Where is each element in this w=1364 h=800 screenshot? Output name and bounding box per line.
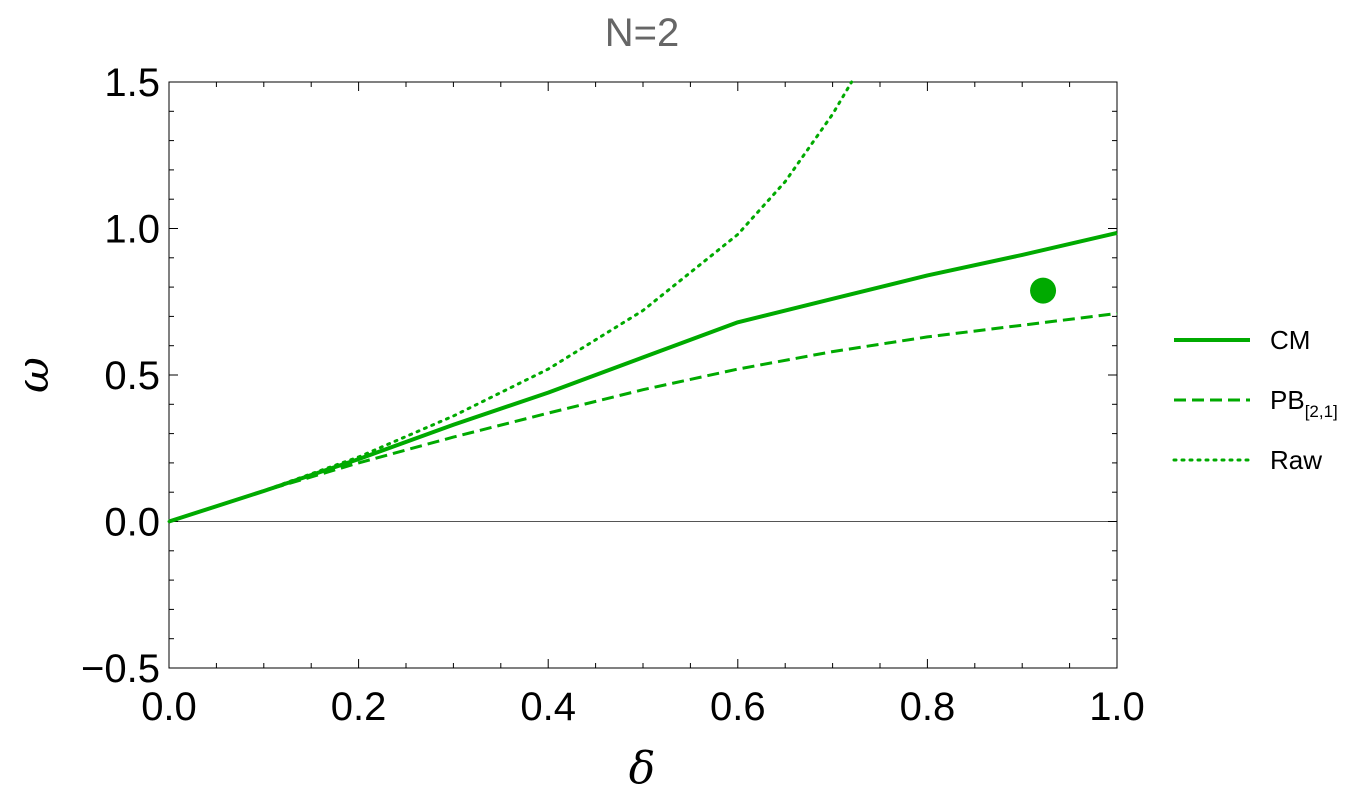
x-tick-label: 0.2 [331,685,387,729]
series-line-raw [167,80,854,523]
x-tick-label: 1.0 [1089,685,1145,729]
x-tick-label: 0.8 [900,685,956,729]
y-tick-label: 1.5 [104,61,160,105]
x-tick-label: 0.0 [141,685,197,729]
series-line-cm [168,230,1118,524]
points-layer [1030,277,1057,304]
x-tick-label: 0.4 [520,685,576,729]
ticks-layer: 0.0 0.2 0.4 0.6 0.8 1.0−0.50.00.51.01.5 [81,61,1145,729]
legend-label: CM [1270,325,1310,355]
legend-label: Raw [1270,445,1322,475]
y-tick-label: 0.5 [104,354,160,398]
legend-label-name: Raw [1270,445,1322,475]
legend-label-name: CM [1270,325,1310,355]
series-line-pb [168,312,1118,523]
chart-title: N=2 [605,11,680,55]
legend-label: PB[2,1] [1270,385,1338,421]
x-axis-title: δ [629,743,656,794]
x-tick-label: 0.6 [710,685,766,729]
series-layer [167,80,1118,524]
y-tick-label: −0.5 [81,647,160,691]
legend: CM PB[2,1] Raw [1172,325,1338,475]
legend-label-name: PB [1270,385,1305,415]
y-axis-title: ω [8,357,59,393]
y-tick-label: 1.0 [104,208,160,252]
data-point [1030,277,1057,304]
y-tick-label: 0.0 [104,501,160,545]
legend-label-subscript: [2,1] [1305,402,1338,421]
plot-frame [168,81,1118,669]
